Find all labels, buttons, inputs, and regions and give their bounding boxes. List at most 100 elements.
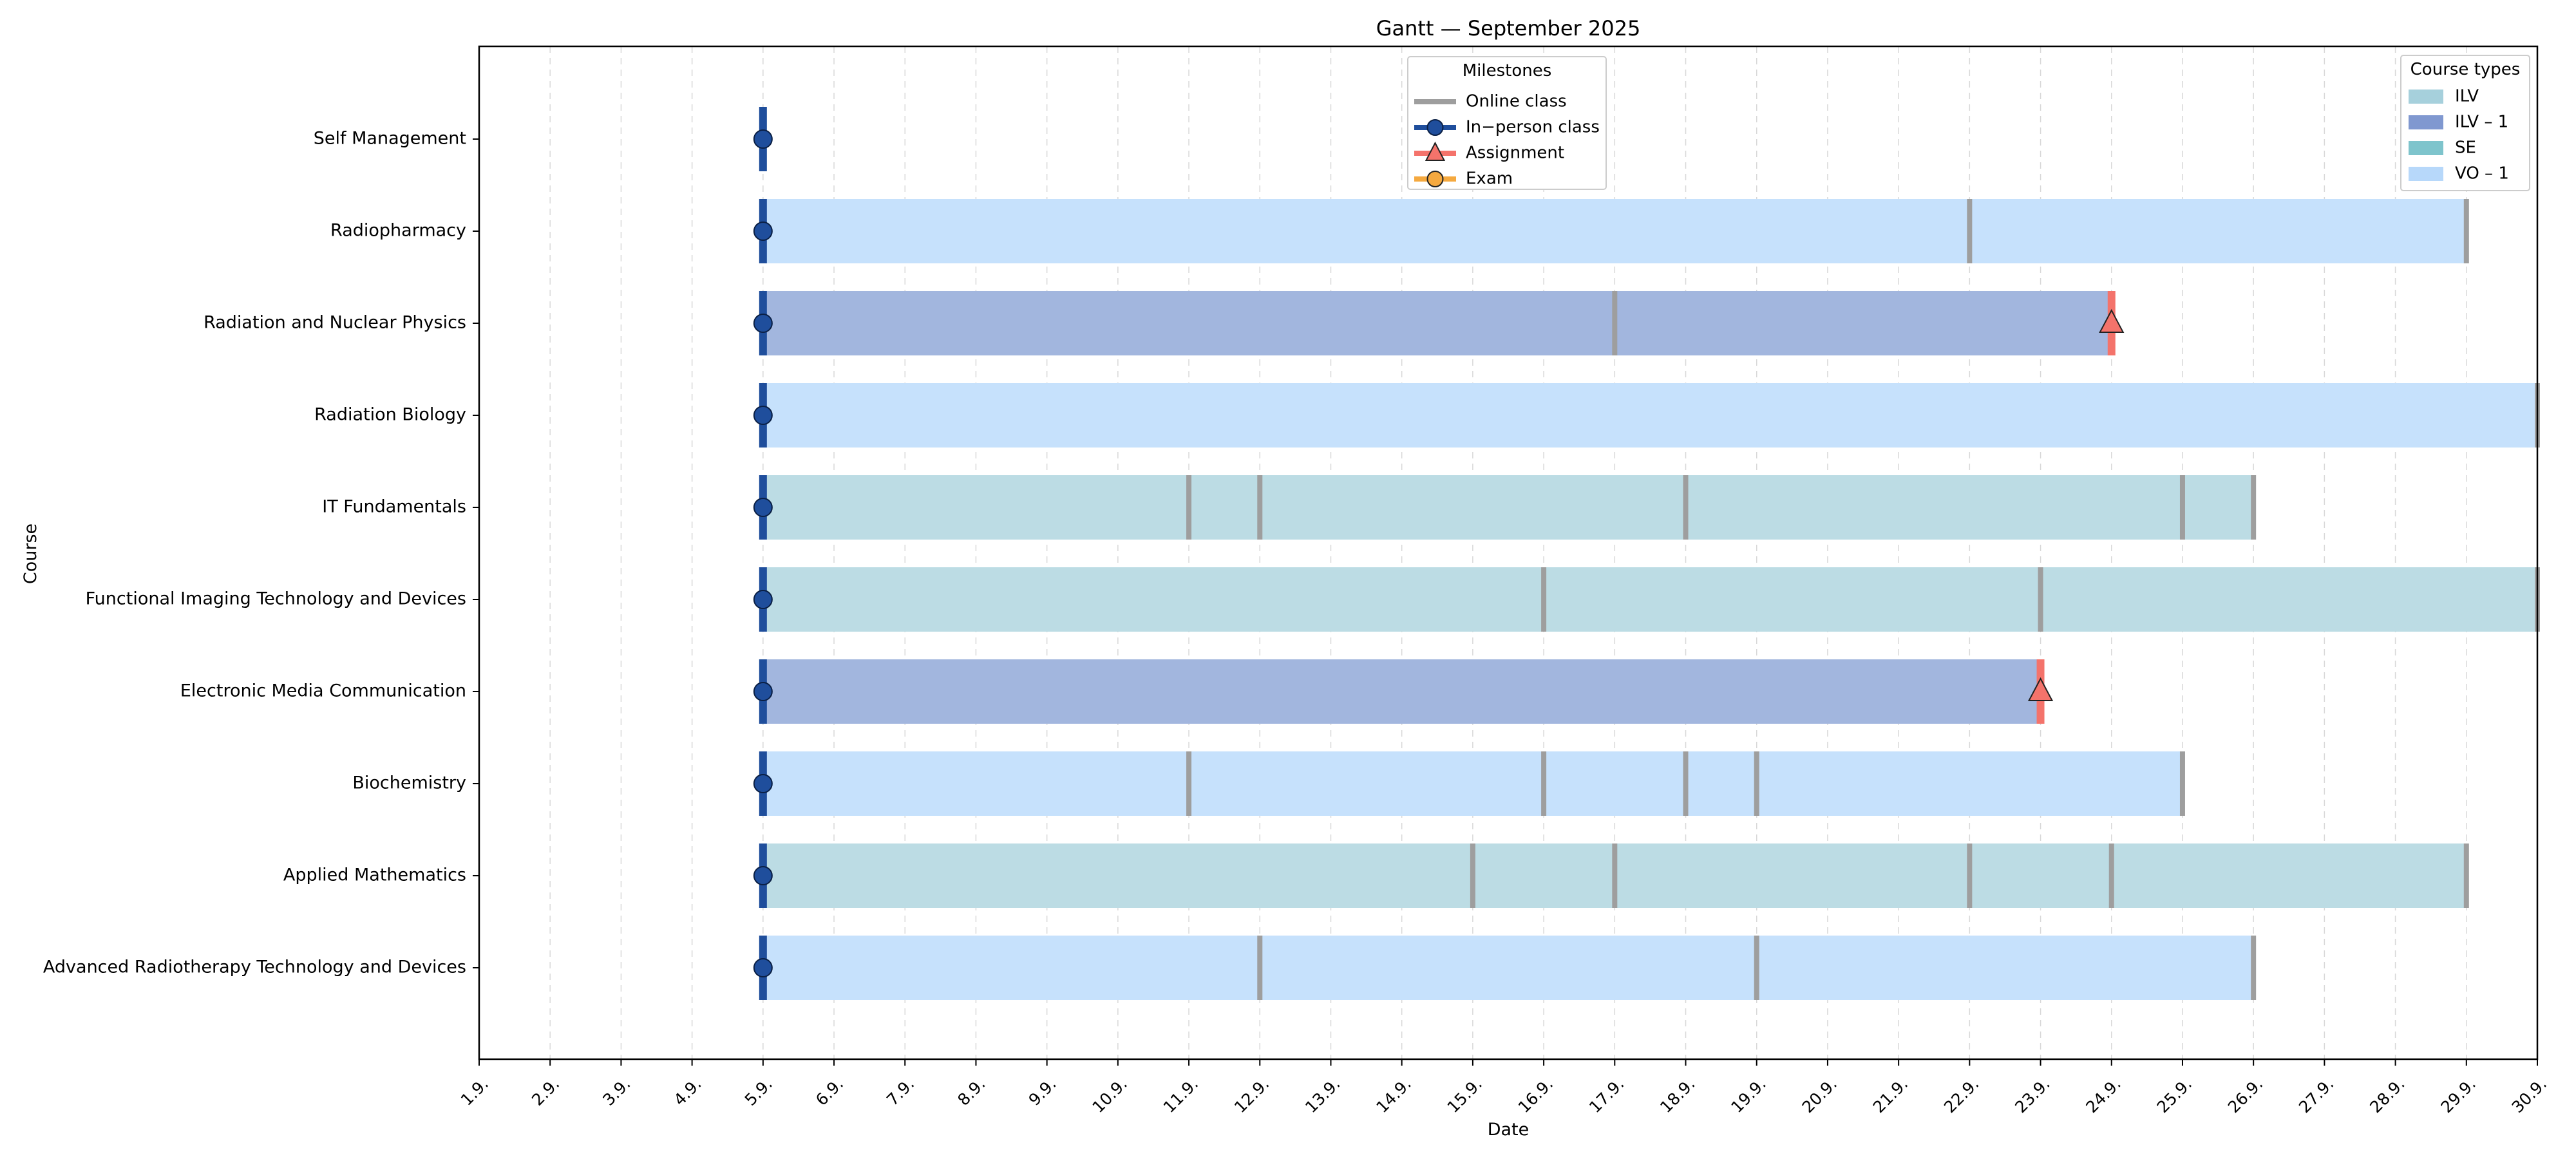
in-person-dot bbox=[753, 406, 773, 425]
plot-frame bbox=[478, 45, 2539, 1060]
milestones-legend: Milestones Online class In−person class Ass… bbox=[1407, 56, 1607, 190]
course-label: Electronic Media Communication bbox=[180, 681, 466, 701]
course-label: Radiopharmacy bbox=[330, 221, 466, 241]
x-tick-label: 11.9. bbox=[1160, 1075, 1202, 1117]
x-tick-label: 19.9. bbox=[1727, 1075, 1769, 1117]
course-label: Functional Imaging Technology and Device… bbox=[86, 589, 466, 609]
x-tick-label: 2.9. bbox=[528, 1075, 563, 1109]
course-type-label: ILV bbox=[2455, 87, 2479, 106]
x-tick-label: 10.9. bbox=[1089, 1075, 1131, 1117]
x-tick-label: 16.9. bbox=[1515, 1075, 1557, 1117]
in-person-dot bbox=[753, 129, 773, 149]
course-bar bbox=[762, 383, 2537, 448]
x-tick-label: 18.9. bbox=[1656, 1075, 1698, 1117]
in-person-dot bbox=[753, 682, 773, 701]
course-bar bbox=[762, 659, 2041, 724]
course-bar bbox=[762, 199, 2467, 263]
in-person-dot bbox=[753, 221, 773, 241]
in-person-dot bbox=[753, 958, 773, 977]
assignment-triangle bbox=[2027, 677, 2054, 701]
x-tick-label: 9.9. bbox=[1025, 1075, 1060, 1109]
x-tick-label: 23.9. bbox=[2011, 1075, 2053, 1117]
course-type-swatch bbox=[2409, 167, 2443, 181]
course-label: IT Fundamentals bbox=[322, 497, 466, 517]
legend-exam-dot bbox=[1426, 171, 1444, 187]
online-class-marker bbox=[2463, 199, 2469, 263]
x-axis-label: Date bbox=[1488, 1120, 1530, 1140]
x-tick-label: 14.9. bbox=[1372, 1075, 1414, 1117]
y-axis-label: Course bbox=[21, 523, 41, 584]
milestones-legend-title: Milestones bbox=[1463, 61, 1552, 80]
course-label: Self Management bbox=[314, 129, 466, 149]
online-class-marker bbox=[1612, 843, 1618, 908]
course-types-legend: Course types ILV ILV – 1 SE VO – 1 bbox=[2400, 55, 2530, 191]
milestones-legend-label: In−person class bbox=[1466, 118, 1600, 137]
x-tick-label: 3.9. bbox=[599, 1075, 634, 1109]
course-bars bbox=[762, 199, 2537, 1000]
online-class-marker bbox=[1186, 475, 1192, 540]
course-label: Advanced Radiotherapy Technology and Dev… bbox=[43, 957, 466, 977]
online-class-marker bbox=[1541, 751, 1547, 816]
x-tick-label: 12.9. bbox=[1231, 1075, 1273, 1117]
x-tick-label: 7.9. bbox=[883, 1075, 918, 1109]
online-class-marker bbox=[1257, 936, 1263, 1000]
course-type-swatch bbox=[2409, 90, 2443, 104]
in-person-dot bbox=[753, 498, 773, 517]
course-type-swatch bbox=[2409, 141, 2443, 155]
x-tick-label: 6.9. bbox=[812, 1075, 847, 1109]
online-class-marker bbox=[1612, 291, 1618, 355]
x-tick-label: 17.9. bbox=[1586, 1075, 1627, 1117]
online-class-marker bbox=[1541, 567, 1547, 632]
legend-assignment-triangle bbox=[1425, 141, 1446, 161]
course-labels: Self Management Radiopharmacy Radiation an… bbox=[43, 129, 479, 977]
in-person-dot bbox=[753, 314, 773, 333]
milestones-legend-label: Assignment bbox=[1466, 144, 1564, 163]
milestones-legend-label: Exam bbox=[1466, 169, 1513, 189]
online-class-marker bbox=[2251, 936, 2257, 1000]
x-tick-label: 28.9. bbox=[2366, 1075, 2408, 1117]
online-class-marker bbox=[1754, 751, 1759, 816]
online-class-marker bbox=[1257, 475, 1263, 540]
x-tick-label: 8.9. bbox=[954, 1075, 989, 1109]
online-class-marker bbox=[2251, 475, 2257, 540]
chart-title: Gantt — September 2025 bbox=[1376, 16, 1641, 41]
x-tick-label: 30.9. bbox=[2508, 1075, 2550, 1117]
online-class-marker bbox=[2179, 475, 2185, 540]
online-class-marker bbox=[1470, 843, 1475, 908]
x-tick-label: 24.9. bbox=[2082, 1075, 2124, 1117]
x-tick-label: 20.9. bbox=[1799, 1075, 1841, 1117]
in-person-dot bbox=[753, 590, 773, 609]
course-bar bbox=[762, 567, 2537, 632]
online-class-marker bbox=[1683, 751, 1689, 816]
x-tick-label: 5.9. bbox=[741, 1075, 776, 1109]
course-bar bbox=[762, 475, 2254, 540]
course-label: Biochemistry bbox=[352, 773, 466, 793]
course-types-legend-title: Course types bbox=[2410, 60, 2521, 79]
course-bar bbox=[762, 291, 2112, 355]
x-tick-label: 13.9. bbox=[1302, 1075, 1343, 1117]
legend-inperson-dot bbox=[1426, 119, 1444, 136]
assignment-triangle bbox=[2099, 308, 2125, 333]
x-tick-label: 1.9. bbox=[457, 1075, 492, 1109]
online-class-marker bbox=[1754, 936, 1759, 1000]
course-type-swatch bbox=[2409, 115, 2443, 129]
in-person-dot bbox=[753, 866, 773, 885]
x-tick-label: 15.9. bbox=[1444, 1075, 1486, 1117]
course-bar bbox=[762, 936, 2254, 1000]
x-tick-label: 29.9. bbox=[2437, 1075, 2479, 1117]
x-tick-label: 26.9. bbox=[2224, 1075, 2266, 1117]
course-type-label: ILV – 1 bbox=[2455, 113, 2508, 132]
milestones-legend-label: Online class bbox=[1466, 92, 1567, 111]
x-tick-labels: 1.9. 2.9. 3.9. 4.9. 5.9. 6.9. 7.9. 8.9. 9.9. 10.9… bbox=[457, 1059, 2550, 1117]
x-tick-label: 27.9. bbox=[2295, 1075, 2337, 1117]
milestones-legend-box bbox=[1407, 56, 1607, 190]
online-class-marker bbox=[2463, 843, 2469, 908]
x-tick-label: 21.9. bbox=[1870, 1075, 1911, 1117]
course-label: Applied Mathematics bbox=[283, 865, 466, 885]
course-bar bbox=[762, 751, 2183, 816]
online-class-marker bbox=[1967, 843, 1973, 908]
in-person-dot bbox=[753, 774, 773, 793]
x-tick-label: 25.9. bbox=[2154, 1075, 2195, 1117]
course-types-legend-box bbox=[2400, 55, 2530, 191]
